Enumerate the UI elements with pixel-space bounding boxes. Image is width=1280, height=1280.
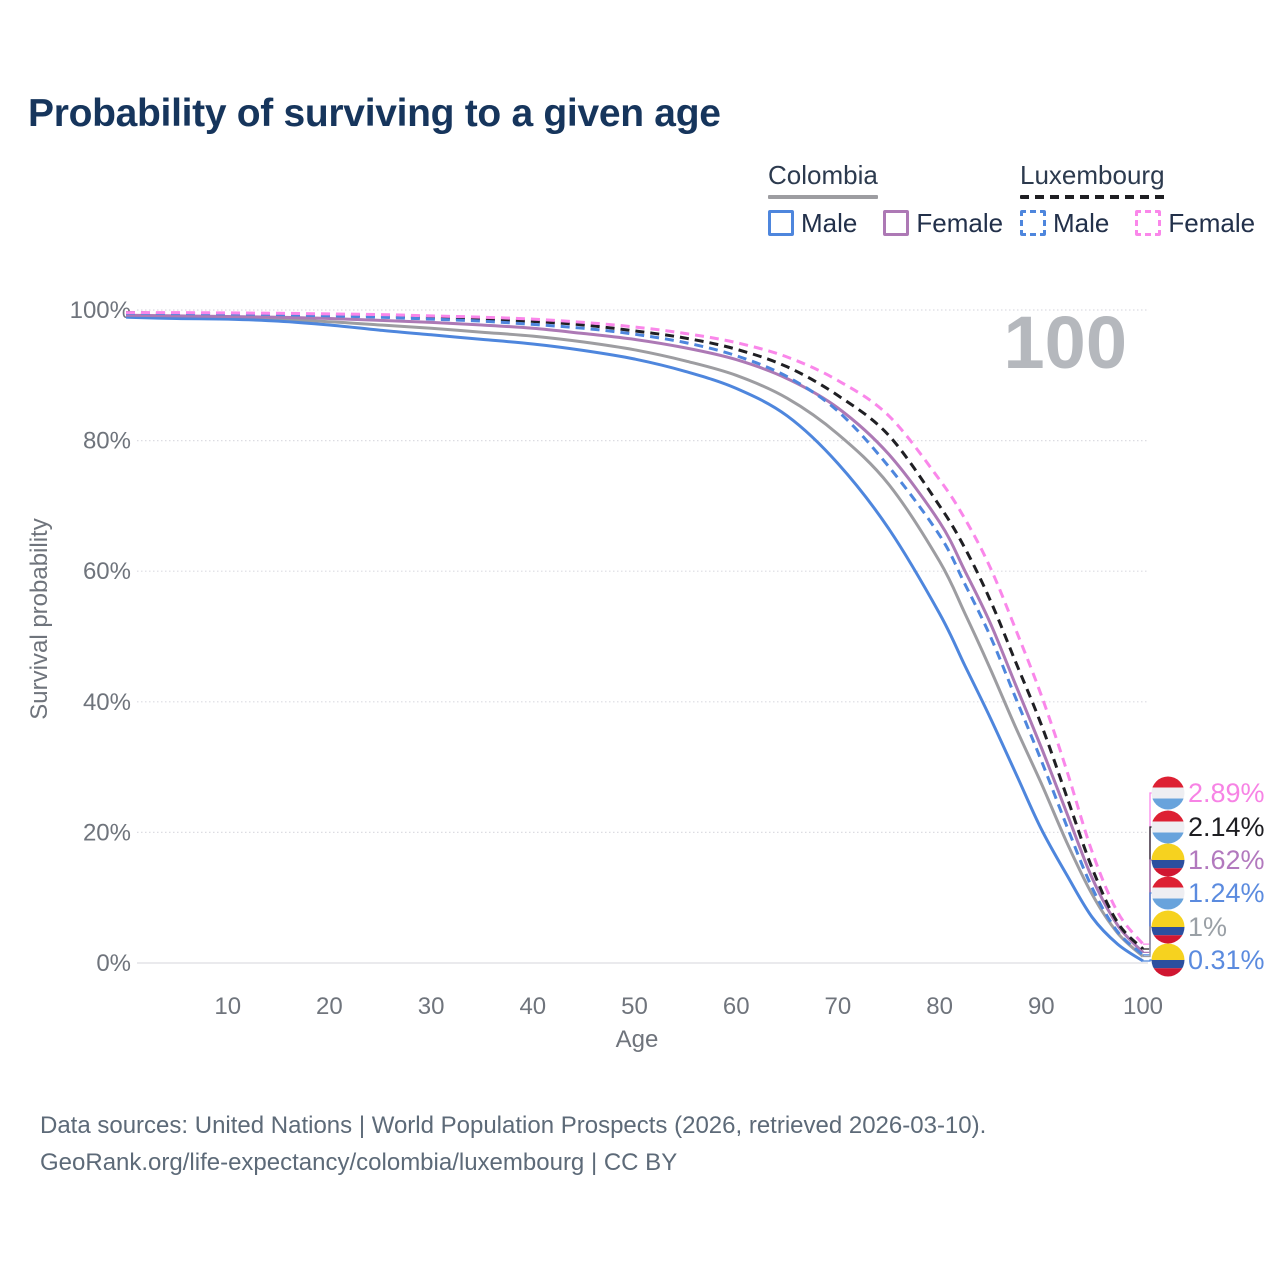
- y-tick-60: 60%: [83, 558, 131, 585]
- luxembourg-female-checkbox-icon: [1135, 210, 1162, 236]
- series-line-colombia_male[interactable]: [125, 315, 1144, 963]
- x-tick-20: 20: [316, 993, 343, 1020]
- x-tick-60: 60: [723, 993, 750, 1020]
- luxembourg-flag-icon: [1151, 810, 1185, 844]
- colombia-flag-icon: [1151, 943, 1185, 977]
- legend-item-luxembourg-female[interactable]: Female: [1135, 208, 1255, 239]
- legend-item-colombia-female[interactable]: Female: [883, 208, 1003, 239]
- luxembourg-flag-icon: [1151, 876, 1185, 910]
- y-tick-0: 0%: [96, 950, 131, 977]
- data-sources-line: Data sources: United Nations | World Pop…: [40, 1112, 987, 1139]
- y-axis-title: Survival probability: [26, 518, 53, 720]
- legend-group-luxembourg: Luxembourg Male Female: [1020, 160, 1255, 239]
- x-tick-100: 100: [1123, 993, 1163, 1020]
- age-watermark: 100: [1004, 301, 1127, 384]
- colombia-flag-icon: [1151, 843, 1185, 877]
- legend-item-label: Male: [1053, 207, 1110, 238]
- x-tick-10: 10: [214, 993, 241, 1020]
- x-tick-40: 40: [519, 993, 546, 1020]
- legend-country-colombia[interactable]: Colombia: [768, 160, 878, 190]
- end-label-colombia_both: 1%: [1188, 912, 1227, 942]
- end-label-colombia_male: 0.31%: [1188, 945, 1265, 975]
- connector-colombia_male: [1143, 959, 1152, 962]
- legend-item-label: Female: [916, 207, 1004, 238]
- end-label-luxembourg_both: 2.14%: [1188, 812, 1265, 842]
- legend-item-label: Female: [1168, 207, 1256, 238]
- colombia-both-line-swatch: [768, 195, 878, 199]
- colombia-female-checkbox-icon: [883, 210, 910, 236]
- legend-item-luxembourg-male[interactable]: Male: [1020, 208, 1109, 239]
- y-tick-20: 20%: [83, 819, 131, 846]
- connector-colombia_both: [1143, 926, 1152, 958]
- footer: Data sources: United Nations | World Pop…: [40, 1107, 986, 1181]
- x-tick-50: 50: [621, 993, 648, 1020]
- colombia-male-checkbox-icon: [768, 210, 794, 236]
- legend-country-luxembourg[interactable]: Luxembourg: [1020, 160, 1165, 190]
- x-tick-80: 80: [926, 993, 953, 1020]
- page-title: Probability of surviving to a given age: [28, 92, 721, 135]
- x-tick-90: 90: [1028, 993, 1055, 1020]
- connector-luxembourg_male: [1143, 892, 1152, 956]
- luxembourg-both-line-swatch: [1020, 195, 1165, 199]
- end-label-colombia_female: 1.62%: [1188, 845, 1265, 875]
- luxembourg-male-checkbox-icon: [1020, 210, 1046, 236]
- series-line-luxembourg_female[interactable]: [125, 311, 1145, 946]
- y-tick-40: 40%: [83, 689, 131, 716]
- colombia-flag-icon: [1151, 910, 1185, 944]
- x-tick-70: 70: [825, 993, 852, 1020]
- legend-group-colombia: Colombia Male Female: [768, 160, 1003, 239]
- attribution-line: GeoRank.org/life-expectancy/colombia/lux…: [40, 1149, 678, 1176]
- x-tick-30: 30: [418, 993, 445, 1020]
- y-tick-80: 80%: [83, 428, 131, 455]
- end-label-luxembourg_female: 2.89%: [1188, 778, 1265, 808]
- legend-item-colombia-male[interactable]: Male: [768, 208, 857, 239]
- legend-item-label: Male: [801, 207, 858, 238]
- x-axis-title: Age: [615, 1026, 659, 1053]
- luxembourg-flag-icon: [1151, 776, 1185, 810]
- y-tick-100: 100%: [70, 297, 131, 324]
- series-line-colombia_female[interactable]: [125, 313, 1145, 954]
- series-line-luxembourg_both[interactable]: [125, 311, 1145, 951]
- end-label-luxembourg_male: 1.24%: [1188, 878, 1265, 908]
- series-line-colombia_both[interactable]: [125, 315, 1145, 958]
- series-line-luxembourg_male[interactable]: [125, 311, 1145, 957]
